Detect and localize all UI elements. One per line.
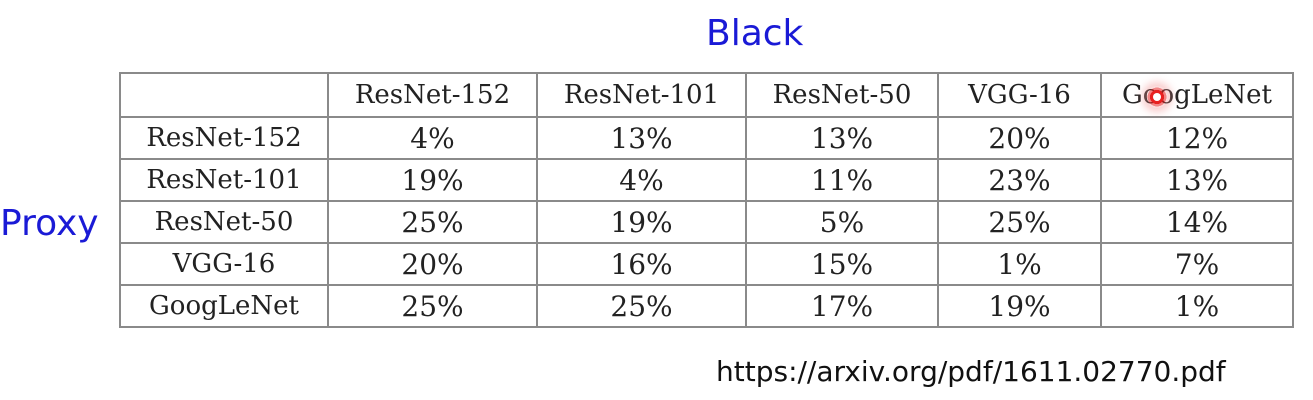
- table-cell: 23%: [937, 158, 1102, 202]
- table-cell: 19%: [937, 284, 1102, 328]
- table-cell: 13%: [1100, 158, 1294, 202]
- table-cell: 14%: [1100, 200, 1294, 244]
- table-cell: 12%: [1100, 116, 1294, 160]
- table-header-row: ResNet-152 ResNet-101 ResNet-50 VGG-16 G…: [119, 72, 1294, 118]
- table-cell: 19%: [327, 158, 538, 202]
- table-cell: 1%: [1100, 284, 1294, 328]
- table-cell: 4%: [327, 116, 538, 160]
- table-row: ResNet-152 4% 13% 13% 20% 12%: [119, 116, 1294, 160]
- table-cell: 13%: [536, 116, 747, 160]
- header-resnet-152: ResNet-152: [327, 72, 538, 118]
- table-cell: 25%: [327, 284, 538, 328]
- table-cell: 7%: [1100, 242, 1294, 286]
- table-cell: 17%: [745, 284, 939, 328]
- header-googlenet: GoogLeNet: [1100, 72, 1294, 118]
- table-cell: 25%: [536, 284, 747, 328]
- black-heading: Black: [706, 13, 804, 54]
- row-label: ResNet-152: [119, 116, 329, 160]
- header-corner: [119, 72, 329, 118]
- table-row: ResNet-50 25% 19% 5% 25% 14%: [119, 200, 1294, 244]
- table-cell: 4%: [536, 158, 747, 202]
- table-cell: 5%: [745, 200, 939, 244]
- row-label: GoogLeNet: [119, 284, 329, 328]
- table-row: GoogLeNet 25% 25% 17% 19% 1%: [119, 284, 1294, 328]
- transfer-table: ResNet-152 ResNet-101 ResNet-50 VGG-16 G…: [119, 72, 1294, 328]
- header-resnet-101: ResNet-101: [536, 72, 747, 118]
- table-row: ResNet-101 19% 4% 11% 23% 13%: [119, 158, 1294, 202]
- source-url: https://arxiv.org/pdf/1611.02770.pdf: [716, 355, 1226, 388]
- header-vgg-16: VGG-16: [937, 72, 1102, 118]
- table-cell: 1%: [937, 242, 1102, 286]
- cursor-highlight-icon: [1146, 86, 1168, 108]
- table-cell: 11%: [745, 158, 939, 202]
- table-cell: 25%: [937, 200, 1102, 244]
- table-cell: 20%: [327, 242, 538, 286]
- row-label: VGG-16: [119, 242, 329, 286]
- header-resnet-50: ResNet-50: [745, 72, 939, 118]
- proxy-label: Proxy: [0, 203, 99, 244]
- table-cell: 20%: [937, 116, 1102, 160]
- row-label: ResNet-101: [119, 158, 329, 202]
- table-cell: 16%: [536, 242, 747, 286]
- row-label: ResNet-50: [119, 200, 329, 244]
- table-row: VGG-16 20% 16% 15% 1% 7%: [119, 242, 1294, 286]
- table-cell: 15%: [745, 242, 939, 286]
- table-cell: 19%: [536, 200, 747, 244]
- table-cell: 25%: [327, 200, 538, 244]
- table-cell: 13%: [745, 116, 939, 160]
